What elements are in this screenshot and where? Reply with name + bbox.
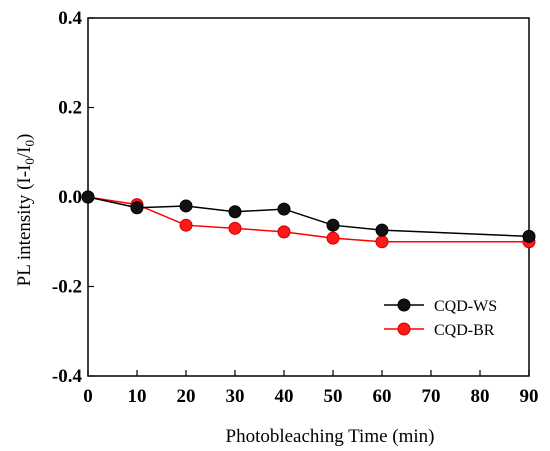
x-tick-label: 30 bbox=[226, 386, 245, 407]
y-axis-title-sub2: 0 bbox=[22, 140, 37, 147]
data-point-cqd-ws bbox=[81, 190, 95, 204]
y-tick-label: -0.2 bbox=[52, 277, 82, 298]
x-tick-label: 0 bbox=[83, 386, 93, 407]
y-axis-ticks: 0.4 0.2 0.0 -0.2 -0.4 bbox=[52, 8, 94, 387]
y-tick-label: 0.4 bbox=[58, 8, 82, 29]
x-axis-title: Photobleaching Time (min) bbox=[226, 426, 435, 447]
y-tick-label: 0.2 bbox=[58, 98, 82, 119]
data-point-cqd-ws bbox=[130, 201, 144, 215]
legend-marker-ws bbox=[397, 298, 411, 312]
x-tick-label: 50 bbox=[324, 386, 343, 407]
x-axis-ticks: 0 10 20 30 40 50 60 70 80 90 bbox=[83, 370, 539, 407]
y-tick-label: 0.0 bbox=[58, 187, 82, 208]
y-tick-label: -0.4 bbox=[52, 366, 83, 387]
legend-label-ws: CQD-WS bbox=[434, 298, 497, 315]
y-axis-title-main: PL intensity (I-I bbox=[14, 165, 35, 287]
legend-label-br: CQD-BR bbox=[434, 322, 495, 339]
y-axis-title-end: ) bbox=[14, 134, 35, 140]
legend: CQD-WS CQD-BR bbox=[384, 298, 497, 339]
data-point-cqd-ws bbox=[375, 223, 389, 237]
x-tick-label: 80 bbox=[471, 386, 490, 407]
data-point-cqd-br bbox=[179, 218, 193, 232]
data-point-cqd-ws bbox=[179, 199, 193, 213]
x-tick-label: 60 bbox=[373, 386, 392, 407]
x-tick-label: 70 bbox=[422, 386, 441, 407]
data-point-cqd-br bbox=[228, 221, 242, 235]
data-point-cqd-br bbox=[326, 231, 340, 245]
series-line-cqd-br bbox=[87, 196, 529, 243]
y-axis-title-mid: /I bbox=[14, 147, 35, 159]
y-axis-title: PL intensity (I-I0/I0) bbox=[14, 134, 37, 287]
data-point-cqd-ws bbox=[522, 229, 536, 243]
data-point-cqd-ws bbox=[326, 218, 340, 232]
x-tick-label: 10 bbox=[128, 386, 147, 407]
series-layer bbox=[81, 190, 536, 249]
x-tick-label: 40 bbox=[275, 386, 294, 407]
data-point-cqd-br bbox=[277, 225, 291, 239]
x-tick-label: 90 bbox=[520, 386, 539, 407]
series-line-cqd-ws bbox=[87, 196, 530, 238]
x-tick-label: 20 bbox=[177, 386, 196, 407]
y-axis-title-sub: 0 bbox=[22, 158, 37, 165]
data-point-cqd-ws bbox=[277, 202, 291, 216]
legend-marker-br bbox=[397, 322, 411, 336]
data-point-cqd-br bbox=[375, 235, 389, 249]
data-point-cqd-ws bbox=[228, 205, 242, 219]
